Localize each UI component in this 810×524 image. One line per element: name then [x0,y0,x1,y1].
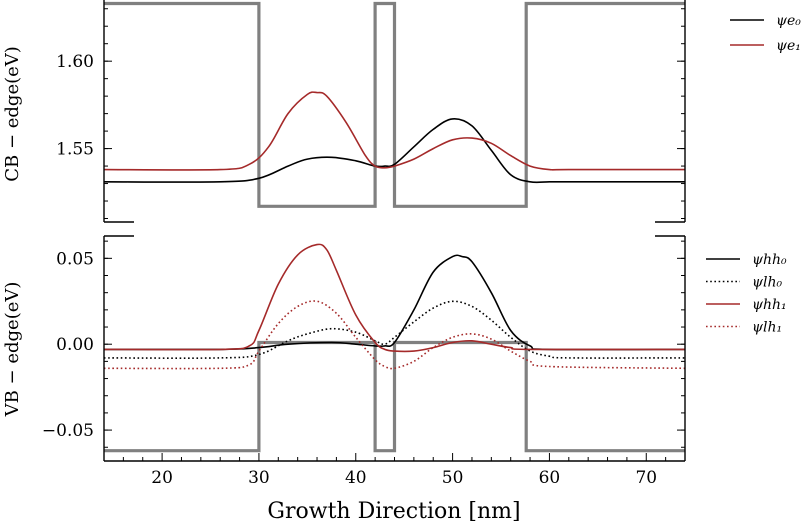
legend-label: ψe₁ [776,38,801,54]
band-edge-profile [104,1,685,208]
vb-ylabel: VB − edge(eV) [2,282,23,418]
vb-legend: ψhh₀ ψlh₀ ψhh₁ ψlh₁ [706,252,787,336]
y-tick-label: −0.05 [42,421,94,441]
series-line-0-0 [104,118,685,184]
x-tick-label: 40 [345,468,367,488]
legend-label: ψhh₀ [752,252,787,268]
y-tick-label: 1.55 [56,140,94,160]
y-tick-label: 1.60 [56,52,94,72]
series-line-1-2 [104,243,685,353]
vb-panel: −0.05 0.00 0.05 20 30 40 50 60 70 [42,235,686,488]
cb-panel: 1.55 1.60 [56,0,686,223]
legend-label: ψlh₁ [752,320,782,336]
legend-label: ψlh₀ [752,275,782,291]
series-line-1-3 [104,300,685,370]
x-tick-label: 60 [539,468,561,488]
x-axis-label: Growth Direction [nm] [267,499,520,524]
x-tick-label: 70 [635,468,657,488]
y-tick-label: 0.00 [56,335,94,355]
x-tick-label: 50 [442,468,464,488]
x-tick-label: 30 [248,468,270,488]
legend-label: ψhh₁ [752,297,787,313]
y-tick-label: 0.05 [56,249,94,269]
band-edge-profile [104,340,685,453]
series-line-1-0 [104,254,685,351]
cb-ylabel: CB − edge(eV) [2,46,23,182]
x-tick-label: 20 [151,468,173,488]
series-line-0-1 [104,91,685,171]
legend-label: ψe₀ [776,13,801,29]
cb-legend: ψe₀ ψe₁ [730,13,801,54]
